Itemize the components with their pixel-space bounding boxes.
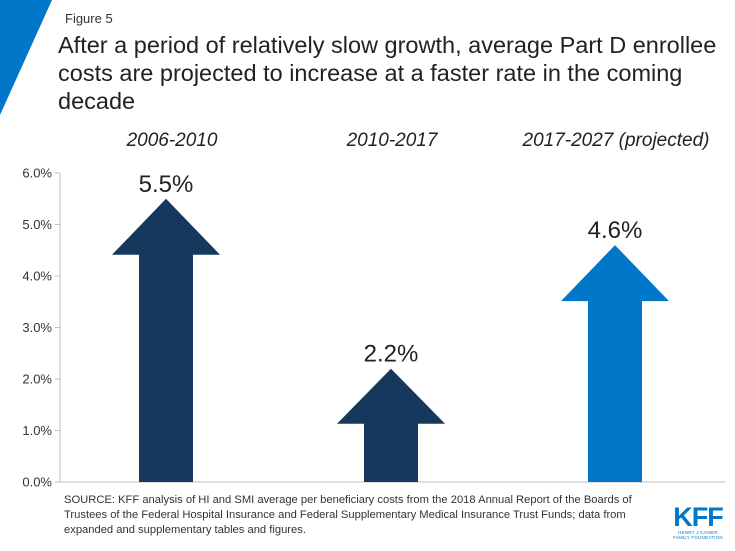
- y-tick-label: 0.0%: [22, 475, 52, 490]
- y-tick-label: 4.0%: [22, 269, 52, 284]
- arrow-bar-chart: 0.0% 1.0% 2.0% 3.0% 4.0% 5.0% 6.0% 5.5% 2.2% 4.6%: [22, 166, 725, 490]
- data-label-1: 5.5%: [139, 171, 194, 198]
- data-label-2: 2.2%: [364, 341, 419, 368]
- corner-accent-triangle: [0, 0, 52, 115]
- period-label-2: 2010-2017: [346, 130, 438, 151]
- period-label-3: 2017-2027 (projected): [522, 130, 710, 151]
- y-tick-label: 5.0%: [22, 217, 52, 232]
- y-tick-label: 1.0%: [22, 423, 52, 438]
- y-tick-label: 6.0%: [22, 166, 52, 181]
- kff-logo: KFF HENRY J KAISER FAMILY FOUNDATION: [672, 502, 724, 541]
- y-tick-label: 2.0%: [22, 372, 52, 387]
- data-label-3: 4.6%: [588, 217, 643, 244]
- kff-logo-subtitle: HENRY J KAISER FAMILY FOUNDATION: [673, 530, 723, 540]
- period-label-1: 2006-2010: [126, 130, 218, 151]
- figure-label: Figure 5: [65, 11, 113, 26]
- chart-title: After a period of relatively slow growth…: [58, 32, 717, 114]
- arrow-bar-3: [561, 245, 669, 482]
- y-tick-label: 3.0%: [22, 320, 52, 335]
- arrow-bar-2: [337, 368, 445, 482]
- arrow-bar-1: [112, 198, 220, 482]
- source-note: SOURCE: KFF analysis of HI and SMI avera…: [64, 494, 632, 536]
- kff-logo-text: KFF: [673, 502, 723, 532]
